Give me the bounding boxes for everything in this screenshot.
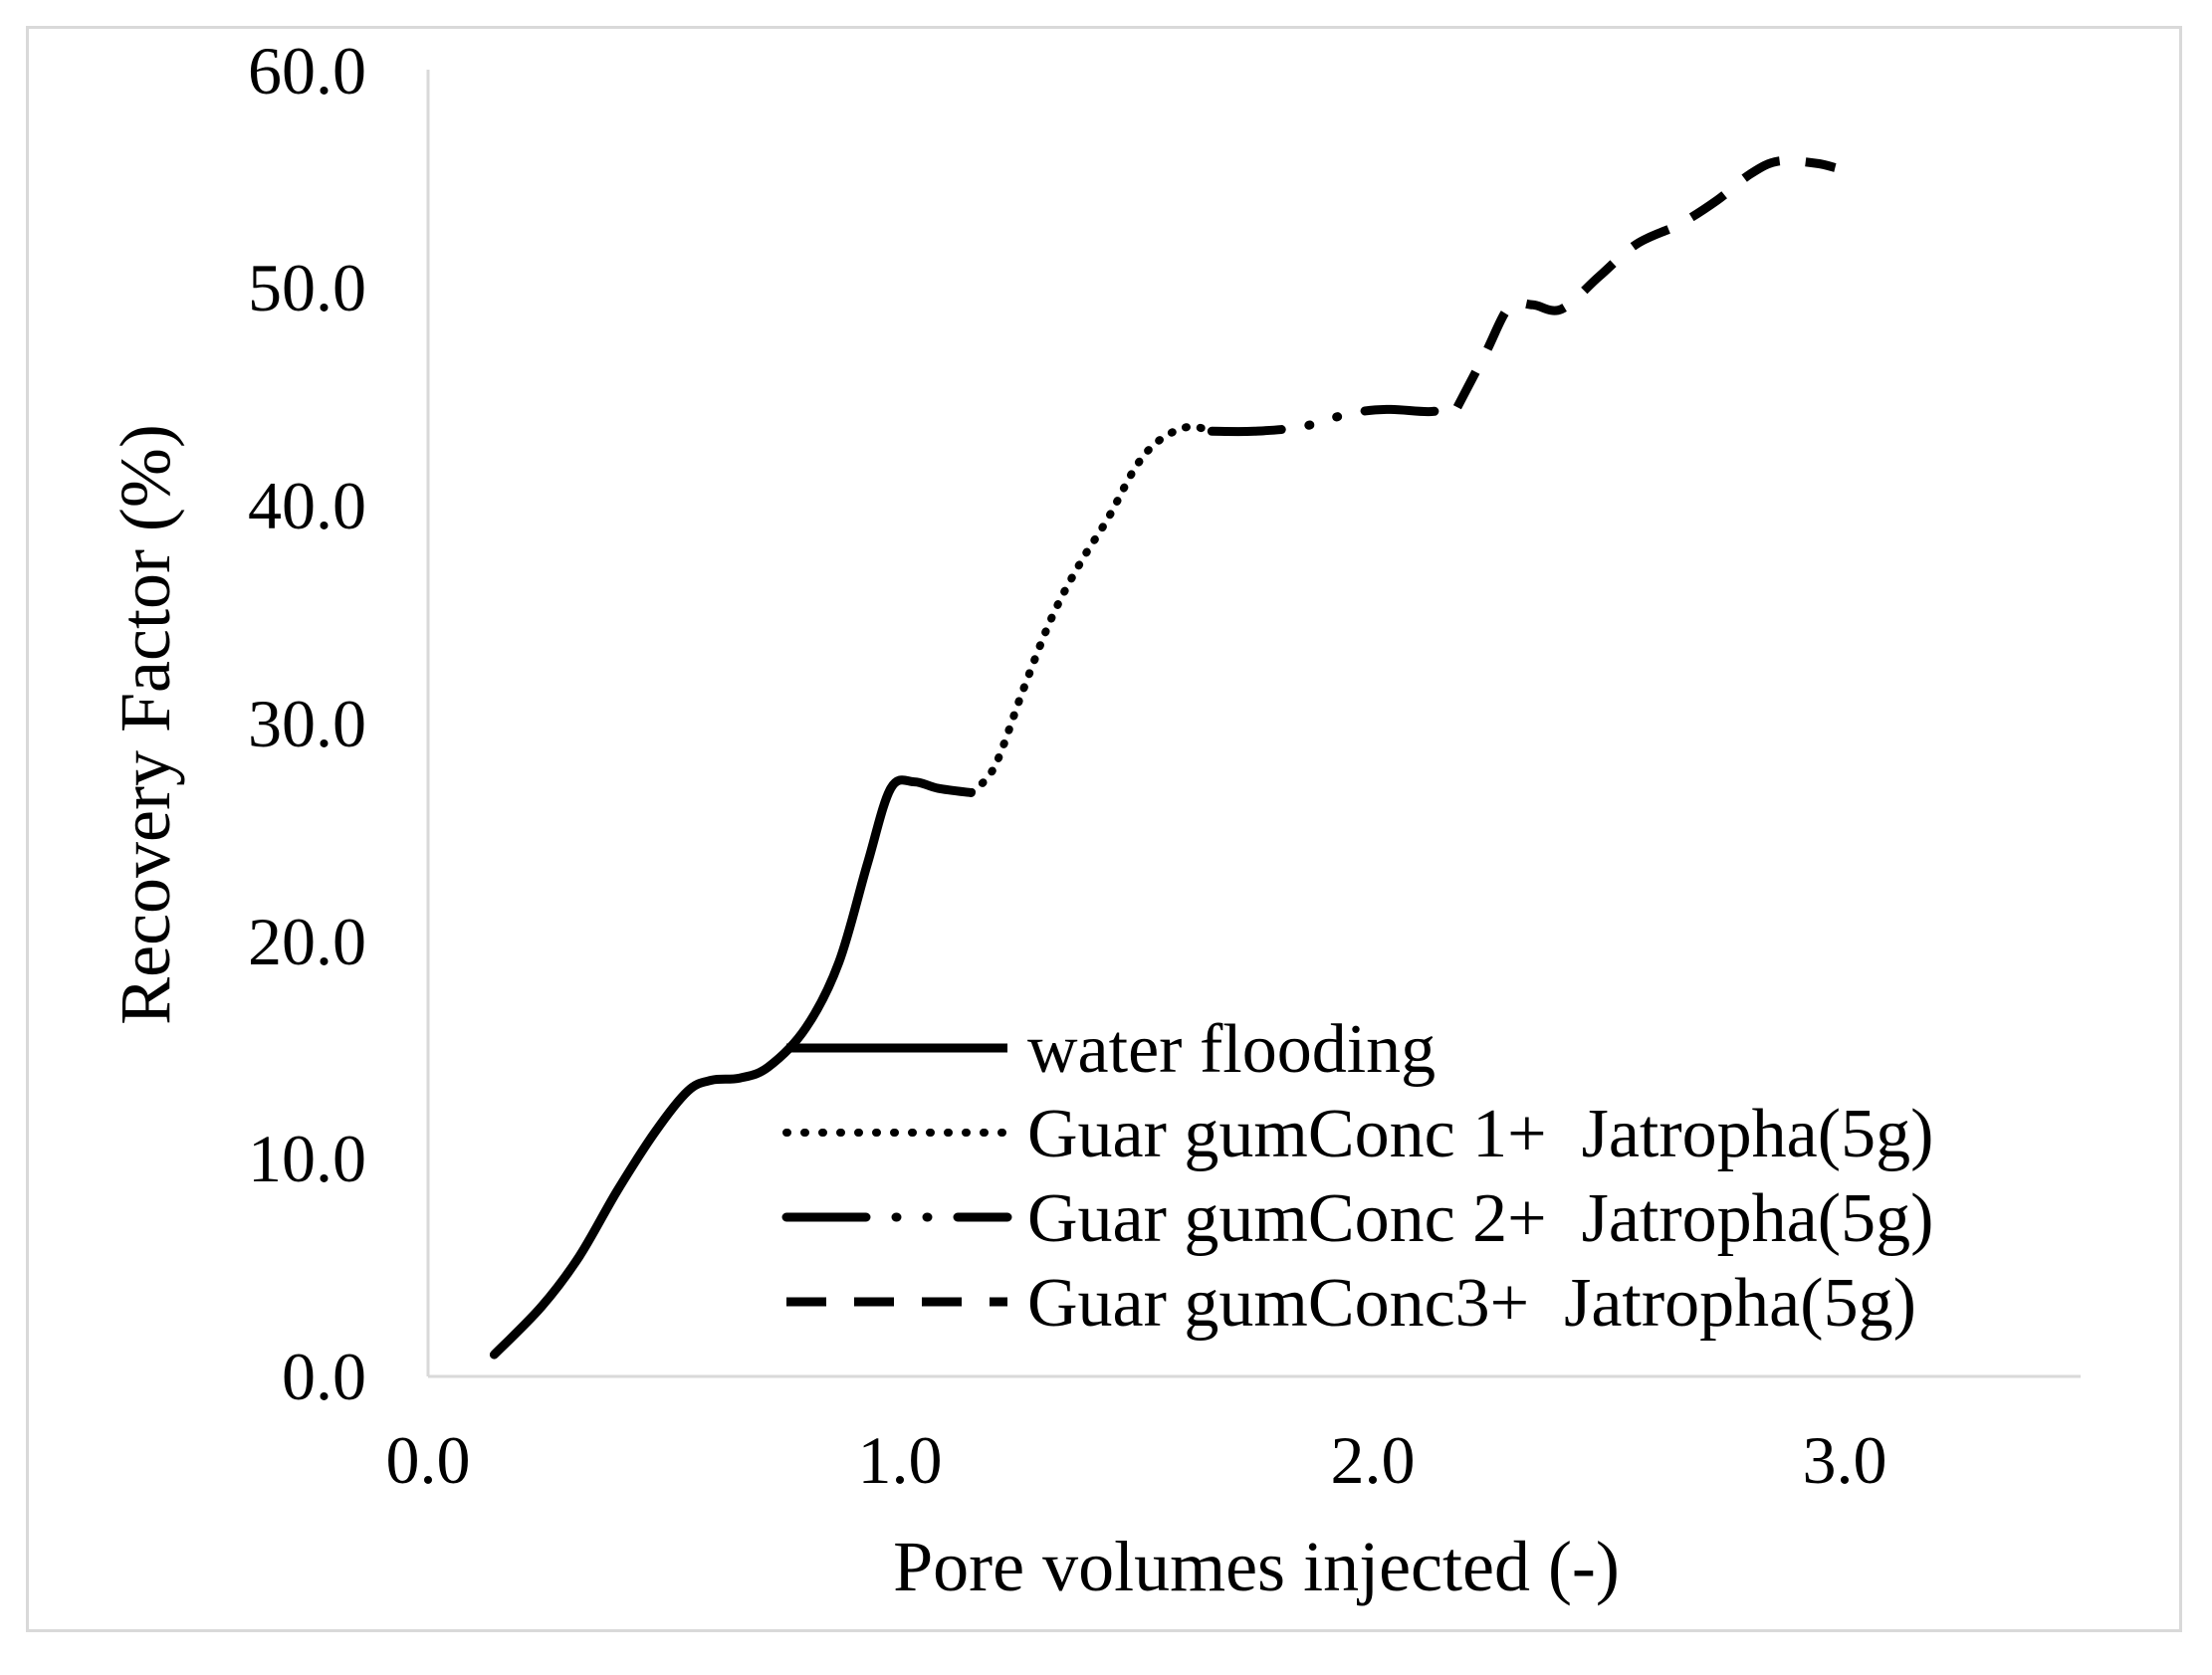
legend-label-water-flooding: water flooding [1027,1011,1436,1088]
y-tick-label: 60.0 [248,33,366,108]
y-axis-title: Recovery Factor (%) [106,424,185,1025]
y-tick-label: 50.0 [248,250,366,325]
legend-label-guar-gum-conc-3: Guar gumConc3+ Jatropha(5g) [1027,1265,1916,1342]
chart-frame [26,26,2182,1632]
series-line-4 [1452,155,1837,410]
x-tick-label: 1.0 [858,1422,943,1498]
series-line-2 [967,422,1217,797]
legend: water flooding Guar gumConc 1+ Jatropha(… [781,1011,1933,1342]
legend-label-guar-gum-conc-2: Guar gumConc 2+ Jatropha(5g) [1027,1180,1933,1257]
y-tick-label: 30.0 [248,686,366,761]
y-tick-label: 10.0 [248,1121,366,1196]
y-tick-label: 20.0 [248,904,366,979]
x-tick-label: 3.0 [1803,1422,1887,1498]
series-layer [489,155,1837,1360]
y-tick-label: 40.0 [248,468,366,543]
x-tick-label: 0.0 [386,1422,471,1498]
x-axis-title: Pore volumes injected (-) [893,1527,1620,1606]
y-tick-label: 0.0 [282,1339,366,1414]
series-line-1 [489,775,976,1360]
legend-label-guar-gum-conc-1: Guar gumConc 1+ Jatropha(5g) [1027,1096,1933,1172]
series-line-3 [1207,402,1462,437]
x-tick-label: 2.0 [1331,1422,1416,1498]
